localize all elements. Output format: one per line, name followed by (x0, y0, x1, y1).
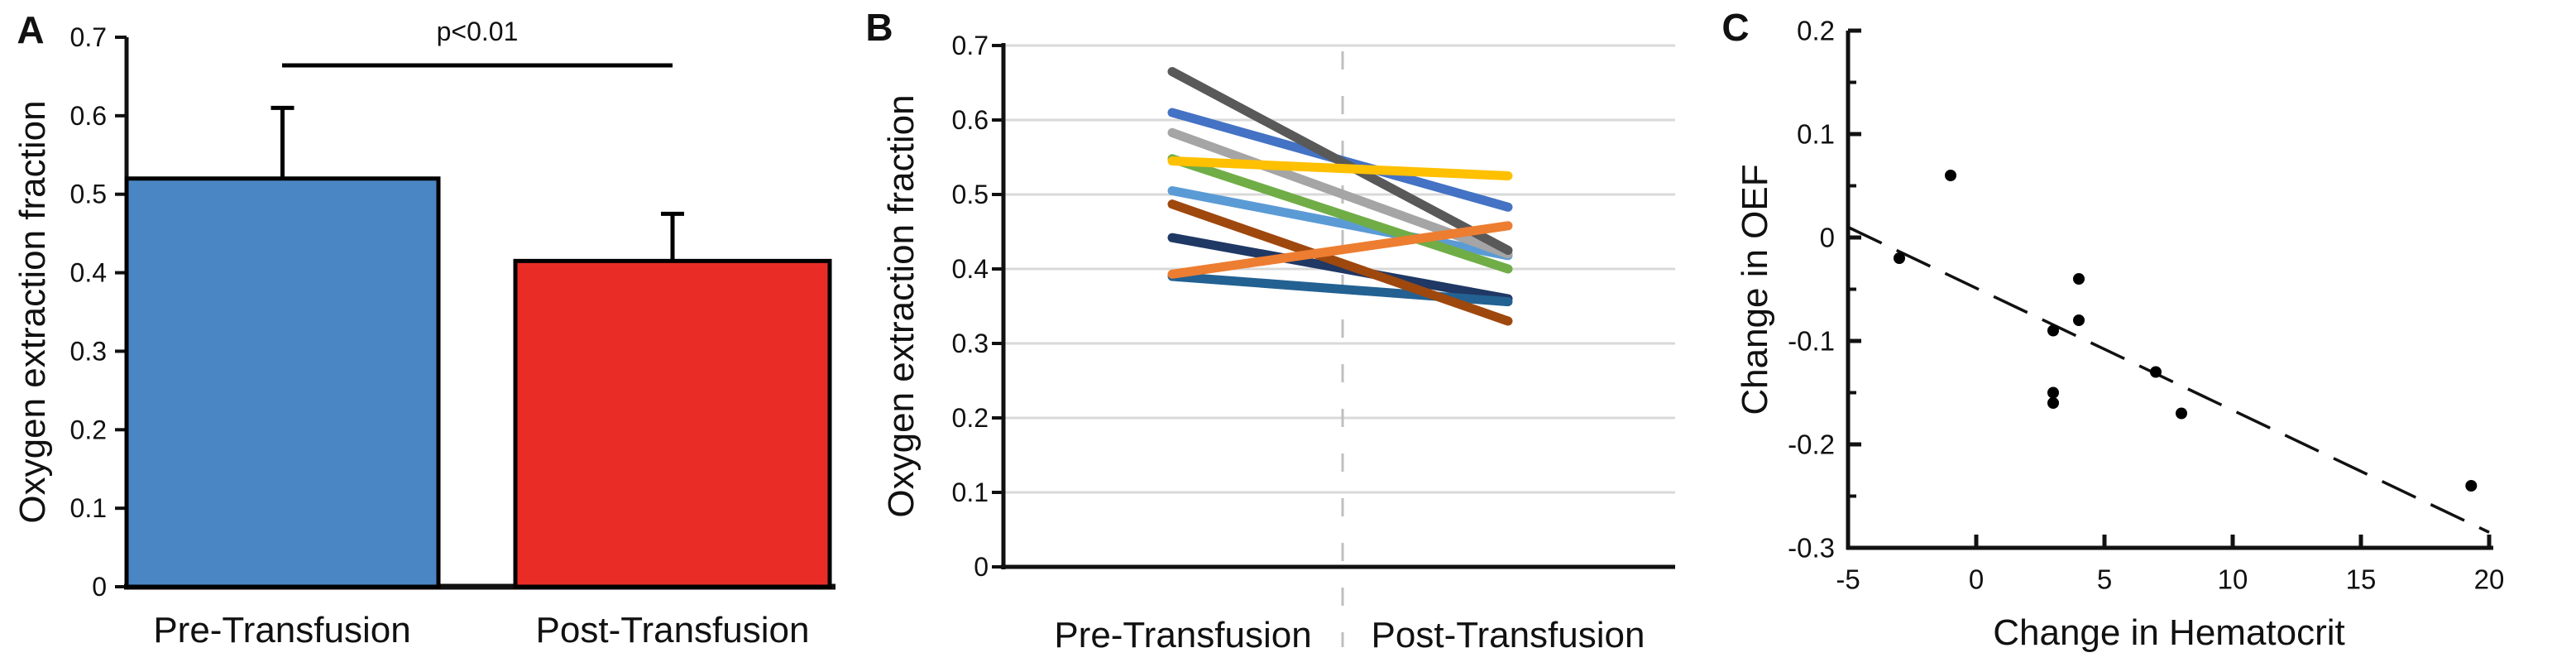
panel-a-category-pre: Pre-Transfusion (153, 610, 411, 650)
panel-b-y-tick-label: 0.3 (952, 329, 989, 358)
panel-a-y-tick-label: 0.6 (70, 101, 107, 131)
panel-b-y-tick-label: 0 (974, 552, 989, 582)
panel-c-y-tick-label: 0.1 (1797, 119, 1835, 150)
panel-b-y-tick-label: 0.1 (952, 477, 989, 507)
panel-c-x-axis-title: Change in Hematocrit (1993, 612, 2345, 653)
line-subject-brown (1167, 199, 1513, 326)
panel-a-bar-chart: 0 0.1 0.2 0.3 0.4 0.5 0.6 0.7 (70, 22, 836, 602)
panel-c-x-tick-label: 5 (2097, 564, 2112, 595)
panel-b-category-pre: Pre-Transfusion (1054, 615, 1312, 655)
panel-b-y-tick-label: 0.4 (952, 254, 989, 284)
panel-a-category-post: Post-Transfusion (535, 610, 810, 650)
panel-b-line-chart: 0 0.1 0.2 0.3 0.4 0.5 0.6 0.7 (952, 31, 1675, 647)
panel-c-y-tick-label: -0.1 (1788, 326, 1835, 357)
panel-b-y-tick-label: 0.2 (952, 403, 989, 433)
panel-c-x-tick-label: 10 (2218, 564, 2248, 595)
scatter-point (2047, 324, 2059, 337)
scatter-point (2176, 407, 2187, 420)
panel-c-y-tick-label: -0.2 (1788, 429, 1835, 460)
panel-b-y-axis-title: Oxygen extraction fraction (881, 94, 922, 518)
panel-a-y-tick-label: 0.7 (70, 22, 107, 52)
panel-a-y-tick-label: 0.1 (70, 493, 107, 523)
scatter-point (2047, 397, 2059, 409)
line-subject-green (1167, 154, 1513, 274)
line-subject-sky-blue (1167, 186, 1513, 261)
panel-b-y-tick-label: 0.5 (952, 180, 989, 209)
bar-post-transfusion (513, 258, 832, 589)
panel-c-x-tick-label: 15 (2346, 564, 2377, 595)
panel-a-y-tick-label: 0.5 (70, 180, 107, 209)
panel-b-category-post: Post-Transfusion (1371, 615, 1645, 655)
bar-pre-transfusion (124, 176, 441, 589)
panel-b-letter: B (865, 6, 893, 49)
scatter-point (2150, 366, 2162, 378)
panel-a-letter: A (17, 8, 45, 51)
scatter-point (1945, 170, 1956, 181)
panel-a-y-tick-label: 0.4 (70, 258, 107, 288)
panel-c-y-tick-label: 0.2 (1797, 16, 1835, 46)
panel-a-y-tick-label: 0 (92, 572, 107, 602)
panel-c-y-tick-label: -0.3 (1788, 533, 1835, 564)
scatter-point (2465, 480, 2478, 492)
panel-a-y-tick-label: 0.2 (70, 415, 107, 444)
panel-c-x-tick-label: -5 (1836, 564, 1860, 595)
panel-c-y-axis-title: Change in OEF (1735, 164, 1775, 415)
panel-a-y-axis-title: Oxygen extraction fraction (12, 100, 53, 524)
panel-a-y-tick-label: 0.3 (70, 336, 107, 366)
panel-c-scatter-chart: -5 0 5 10 15 20 0.2 0.1 0 -0.1 -0.2 -0.3 (1788, 16, 2504, 595)
panel-c-y-tick-label: 0 (1820, 223, 1835, 253)
line-subject-orange (1167, 221, 1513, 279)
panel-c-x-tick-label: 20 (2474, 564, 2505, 595)
panel-b-y-tick-label: 0.6 (952, 105, 989, 135)
panel-c-x-tick-label: 0 (1969, 564, 1984, 595)
line-subject-yellow (1167, 156, 1513, 180)
panel-b-y-tick-label: 0.7 (952, 31, 989, 60)
scatter-point (2047, 386, 2059, 399)
panel-c-letter: C (1721, 6, 1750, 49)
scatter-point (1894, 252, 1905, 264)
line-subject-navy (1167, 233, 1513, 304)
line-subject-dark-gray (1167, 67, 1513, 255)
scatter-point (2073, 273, 2085, 285)
scatter-point (2073, 314, 2085, 326)
regression-line (1847, 225, 2490, 534)
significance-annotation: p<0.01 (436, 17, 519, 46)
